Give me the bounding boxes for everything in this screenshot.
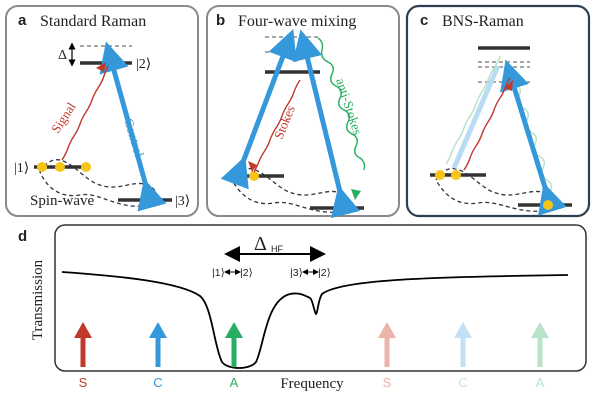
atom [435,170,445,180]
frequency-arrow-s: S [74,322,92,390]
hf-delta-symbol: Δ [254,233,267,255]
panel-d: d Δ HF |1⟩ |2⟩ |3⟩ |2⟩ Transmission Freq… [18,224,587,392]
frequency-arrow-head [378,322,396,338]
panel-a-title: Standard Raman [40,13,146,30]
control-arrow [500,59,567,216]
transmission-curve [61,271,569,369]
frequency-arrow-head [531,322,549,338]
y-axis-label: Transmission [30,259,46,340]
panel-a-letter: a [18,12,27,29]
antistokes-arrowhead [351,189,361,200]
atom [55,162,65,172]
hf-delta-subscript: HF [271,244,283,254]
frequency-arrow-head [74,322,92,338]
panel-b: b Four-wave mixing Stokes anti-Stokes [206,5,400,219]
ket-3-label: |3⟩ [175,194,190,209]
atom [451,170,461,180]
control-arrow-right [292,29,361,219]
panel-b-title: Four-wave mixing [238,13,356,30]
frequency-arrow-s: S [378,322,396,390]
atom [37,162,47,172]
panel-c-letter: c [420,12,428,29]
frequency-arrow-label: A [536,375,545,390]
x-axis-label: Frequency [280,376,344,392]
ket-2-label: |2⟩ [136,57,151,72]
ket-1-label: |1⟩ [14,161,29,176]
pair1-right-ket: |2⟩ [240,267,253,279]
panel-c-frame [405,4,591,218]
frequency-arrow-label: S [383,375,392,390]
spin-wave-label: Spin-wave [30,193,94,209]
atom [231,171,241,181]
frequency-arrow-head [454,322,472,338]
faded-control-arrow [451,65,501,169]
frequency-arrow-label: C [153,375,162,390]
frequency-arrow-head [225,322,243,338]
frequency-arrow-c: C [454,322,472,390]
signal-arrowhead [96,62,106,72]
panel-b-letter: b [216,12,225,29]
atom [81,162,91,172]
delta-label: Δ [58,48,67,63]
frequency-arrow-label: S [79,375,88,390]
signal-wave [463,77,511,171]
stokes-arrowhead [248,161,257,172]
pair2-left-ket: |3⟩ [290,267,303,279]
atom [145,195,155,205]
signal-arrowhead [504,80,513,91]
frequency-arrow-label: A [230,375,239,390]
pair1-left-ket: |1⟩ [212,267,225,279]
atom [249,171,259,181]
frequency-arrow-label: C [458,375,467,390]
control-arrow [99,41,167,212]
panel-a-frame [5,5,199,217]
faded-green-wave [445,55,501,165]
frequency-arrow-a: A [225,322,243,390]
stokes-wave [253,79,301,173]
antistokes-wave [317,37,366,171]
atom [543,200,553,210]
control-arrow-left [220,28,297,190]
panel-c: c BNS-Raman [405,4,591,218]
frequency-arrow-head [149,322,167,338]
signal-wave [61,65,109,161]
frequency-arrow-a: A [531,322,549,390]
atom [339,203,349,213]
panel-a: a Standard Raman Δ |2⟩ |1⟩ |3⟩ Spin-wave… [5,5,199,217]
frequency-arrow-c: C [149,322,167,390]
pair2-right-ket: |2⟩ [318,267,331,279]
panel-c-title: BNS-Raman [442,13,524,30]
panel-d-letter: d [18,228,27,245]
